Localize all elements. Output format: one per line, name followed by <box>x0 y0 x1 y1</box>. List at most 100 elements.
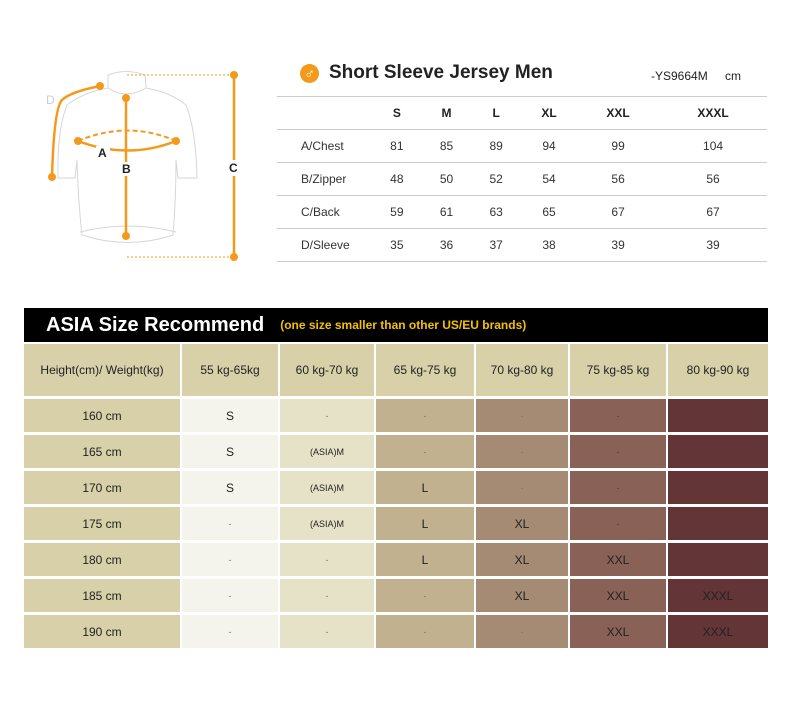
size-cell: - <box>182 543 278 576</box>
size-cell: - <box>376 399 474 432</box>
size-cell: XL <box>476 579 568 612</box>
cell: 63 <box>471 195 522 229</box>
size-cell: L <box>376 507 474 540</box>
size-cell: (ASIA)M <box>280 507 374 540</box>
size-cell: - <box>376 615 474 648</box>
row-label: A/Chest <box>277 129 372 163</box>
cell: 48 <box>372 162 422 196</box>
size-cell: XXL <box>570 579 666 612</box>
size-cell: - <box>280 615 374 648</box>
size-cell: - <box>668 435 768 468</box>
height-label: 160 cm <box>24 399 180 432</box>
size-cell: - <box>280 543 374 576</box>
cell: 85 <box>421 129 472 163</box>
cell: 89 <box>471 129 522 163</box>
cell: 38 <box>521 228 578 262</box>
size-cell: (ASIA)M <box>280 435 374 468</box>
cell: 56 <box>659 162 767 196</box>
cell: 52 <box>471 162 522 196</box>
size-cell: - <box>668 399 768 432</box>
size-cell: - <box>668 507 768 540</box>
size-cell: - <box>570 507 666 540</box>
size-cell: - <box>668 543 768 576</box>
size-header: XXXL <box>659 96 767 130</box>
weight-header: 70 kg-80 kg <box>476 344 568 396</box>
label-c: C <box>229 161 238 175</box>
weight-header: 75 kg-85 kg <box>570 344 666 396</box>
size-cell: - <box>476 399 568 432</box>
product-code: -YS9664M <box>651 69 708 83</box>
size-header-row: S M L XL XXL XXXL <box>277 96 767 130</box>
height-label: 175 cm <box>24 507 180 540</box>
size-cell: L <box>376 543 474 576</box>
cell: 50 <box>421 162 472 196</box>
size-header: M <box>421 96 472 130</box>
size-cell: - <box>182 507 278 540</box>
weight-header: 80 kg-90 kg <box>668 344 768 396</box>
size-cell: S <box>182 399 278 432</box>
size-cell: - <box>476 471 568 504</box>
asia-size-table: Height(cm)/ Weight(kg) 55 kg-65kg 60 kg-70… <box>24 344 768 648</box>
title-text: Short Sleeve Jersey Men <box>329 62 553 83</box>
height-label: 180 cm <box>24 543 180 576</box>
size-cell: - <box>668 471 768 504</box>
cell: 35 <box>372 228 422 262</box>
size-cell: - <box>182 579 278 612</box>
height-label: 185 cm <box>24 579 180 612</box>
weight-header: 60 kg-70 kg <box>280 344 374 396</box>
size-cell: - <box>376 435 474 468</box>
height-label: 190 cm <box>24 615 180 648</box>
size-cell: XXXL <box>668 579 768 612</box>
size-cell: XXL <box>570 615 666 648</box>
size-header: L <box>471 96 522 130</box>
size-cell: - <box>280 399 374 432</box>
label-d: D <box>46 93 55 107</box>
asia-banner: ASIA Size Recommend (one size smaller th… <box>24 308 768 342</box>
size-cell: - <box>182 615 278 648</box>
size-cell: (ASIA)M <box>280 471 374 504</box>
cell: 37 <box>471 228 522 262</box>
size-cell: L <box>376 471 474 504</box>
row-label: C/Back <box>277 195 372 229</box>
size-header: S <box>372 96 422 130</box>
cell: 104 <box>659 129 767 163</box>
height-label: 170 cm <box>24 471 180 504</box>
height-label: 165 cm <box>24 435 180 468</box>
cell: 59 <box>372 195 422 229</box>
row-label: B/Zipper <box>277 162 372 196</box>
size-cell: XL <box>476 507 568 540</box>
weight-header: 65 kg-75 kg <box>376 344 474 396</box>
size-cell: XXL <box>570 543 666 576</box>
cell: 94 <box>521 129 578 163</box>
cell: 65 <box>521 195 578 229</box>
cell: 99 <box>577 129 660 163</box>
size-header: XXL <box>577 96 660 130</box>
corner-header: Height(cm)/ Weight(kg) <box>24 344 180 396</box>
size-cell: - <box>570 399 666 432</box>
cell: 81 <box>372 129 422 163</box>
row-label: D/Sleeve <box>277 228 372 262</box>
size-cell: - <box>570 471 666 504</box>
table-row: A/Chest 81 85 89 94 99 104 <box>277 129 767 163</box>
jersey-diagram: A B C D <box>46 71 240 261</box>
cell: 39 <box>577 228 660 262</box>
table-row: B/Zipper 48 50 52 54 56 56 <box>277 162 767 196</box>
cell: 54 <box>521 162 578 196</box>
measurement-table: S M L XL XXL XXXL A/Chest 81 85 89 94 99 104 B/Zipper… <box>277 96 767 262</box>
cell: 56 <box>577 162 660 196</box>
cell: 36 <box>421 228 472 262</box>
male-icon: ♂ <box>300 63 319 83</box>
label-a: A <box>98 146 107 160</box>
size-cell: XL <box>476 543 568 576</box>
size-cell: - <box>280 579 374 612</box>
size-cell: S <box>182 435 278 468</box>
cell: 61 <box>421 195 472 229</box>
label-b: B <box>122 162 131 176</box>
weight-header: 55 kg-65kg <box>182 344 278 396</box>
table-row: C/Back 59 61 63 65 67 67 <box>277 195 767 229</box>
unit-label: cm <box>725 69 741 83</box>
table-row: D/Sleeve 35 36 37 38 39 39 <box>277 228 767 262</box>
size-cell: - <box>476 435 568 468</box>
cell: 67 <box>659 195 767 229</box>
